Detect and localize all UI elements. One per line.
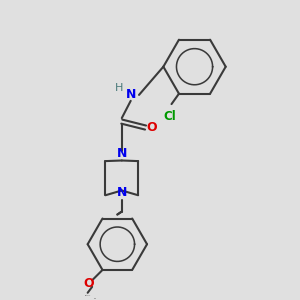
Text: N: N (125, 88, 136, 101)
Text: methoxy: methoxy (85, 295, 91, 296)
Text: Cl: Cl (164, 110, 176, 123)
Text: N: N (117, 186, 127, 200)
Text: N: N (117, 147, 127, 160)
Text: O: O (84, 278, 94, 290)
Text: OCH₃: OCH₃ (94, 298, 97, 299)
Text: H: H (115, 83, 124, 93)
Text: O: O (146, 121, 157, 134)
